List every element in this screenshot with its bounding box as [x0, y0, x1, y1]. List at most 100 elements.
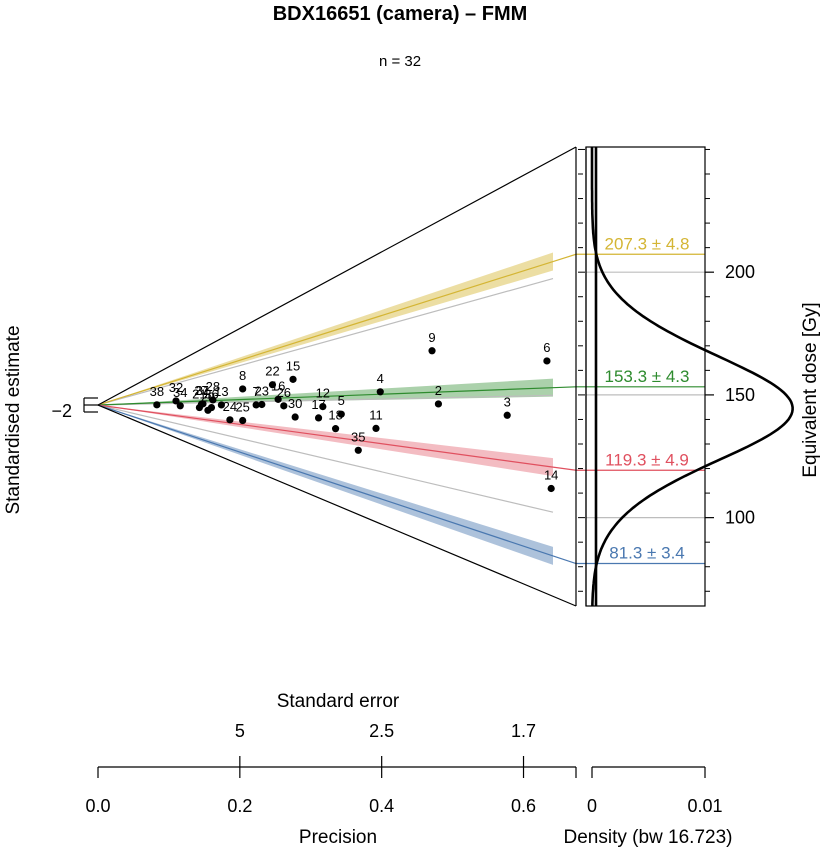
- point-marker: [291, 413, 299, 421]
- data-point-24: 24: [223, 399, 237, 424]
- component-line-3: [97, 404, 554, 557]
- data-point-22: 22: [265, 364, 280, 389]
- point-marker: [268, 381, 277, 389]
- data-points: 2345678911121314151617182021222324252627…: [150, 330, 558, 493]
- point-label: 12: [316, 386, 330, 401]
- point-marker: [153, 401, 161, 409]
- data-point-25: 25: [235, 400, 250, 425]
- density-box: [585, 146, 706, 607]
- point-marker: [209, 396, 217, 404]
- point-marker: [503, 411, 511, 419]
- component-line-0: [97, 260, 554, 406]
- data-point-12: 12: [316, 386, 330, 411]
- point-marker: [331, 425, 340, 433]
- se-tick-label-1: 2.5: [369, 721, 394, 741]
- point-label: 21: [192, 387, 206, 402]
- component-band-3: [98, 405, 553, 565]
- se-tick-label-0: 5: [235, 721, 245, 741]
- point-marker: [274, 395, 282, 403]
- density-line: [590, 147, 794, 606]
- point-label: 25: [235, 400, 249, 415]
- point-label: 38: [150, 384, 164, 399]
- point-marker: [289, 375, 297, 383]
- data-point-26: 26: [277, 385, 291, 410]
- data-point-30: 30: [288, 396, 302, 421]
- precision-tick-label-3: 0.6: [511, 796, 536, 816]
- point-label: 28: [206, 379, 220, 394]
- point-marker: [280, 402, 288, 410]
- data-point-28: 28: [206, 379, 220, 404]
- data-point-8: 8: [239, 368, 246, 393]
- grey-line-2: [97, 404, 554, 513]
- component-band-0: [98, 252, 553, 405]
- precision-tick-label-1: 0.2: [227, 796, 252, 816]
- point-label: 35: [351, 429, 365, 444]
- data-point-18: 18: [328, 408, 343, 433]
- point-label: 15: [286, 358, 300, 373]
- point-label: 31: [196, 383, 210, 398]
- point-label: 26: [277, 385, 291, 400]
- point-marker: [547, 484, 555, 493]
- point-marker: [252, 401, 260, 409]
- data-point-4: 4: [377, 371, 384, 396]
- precision-tick-label-0: 0.0: [85, 796, 110, 816]
- axis-ticks: 100 150 200 0.0 0.2 0.4 0.6 5 2.5 1.7 0 0.01: [85, 148, 755, 816]
- data-point-38: 38: [150, 384, 164, 409]
- point-marker: [434, 400, 443, 408]
- data-point-5: 5: [338, 393, 345, 418]
- point-label: 4: [377, 371, 384, 386]
- point-label: 36: [204, 387, 218, 402]
- point-label: 13: [214, 384, 228, 399]
- point-marker: [207, 403, 216, 412]
- component-label-0: 207.3 ± 4.8: [605, 234, 690, 253]
- data-point-17: 17: [311, 397, 326, 422]
- component-label-3: 81.3 ± 3.4: [609, 544, 685, 563]
- y-axis-title-left: Standardised estimate: [3, 325, 24, 514]
- point-marker: [372, 424, 380, 432]
- point-marker: [376, 388, 384, 396]
- point-label: 5: [338, 393, 345, 408]
- point-label: 9: [428, 330, 435, 345]
- point-label: 32: [169, 380, 183, 395]
- point-marker: [217, 401, 226, 409]
- data-point-9: 9: [428, 330, 436, 355]
- density-curve: [590, 147, 794, 606]
- point-label: 30: [288, 396, 302, 411]
- point-marker: [428, 347, 436, 355]
- component-band-2: [98, 405, 553, 477]
- point-label: 34: [173, 385, 187, 400]
- point-label: 2: [435, 383, 442, 398]
- component-label-1: 153.3 ± 4.3: [605, 367, 690, 386]
- se-axis-title: Standard error: [277, 691, 400, 712]
- data-point-34: 34: [173, 385, 188, 410]
- point-label: 7: [253, 384, 260, 399]
- data-point-23: 23: [255, 383, 269, 409]
- dose-tick-label-0: 100: [725, 508, 755, 528]
- data-point-7: 7: [253, 384, 260, 409]
- point-marker: [354, 446, 362, 454]
- point-label: 22: [265, 364, 279, 379]
- point-marker: [319, 403, 327, 411]
- data-point-15: 15: [286, 358, 300, 383]
- density-tick-label-1: 0.01: [687, 796, 722, 816]
- left-tick-label: −2: [51, 401, 72, 421]
- point-marker: [337, 410, 345, 418]
- point-label: 6: [543, 340, 550, 355]
- data-point-36: 36: [204, 387, 219, 412]
- point-label: 24: [223, 399, 237, 414]
- data-point-2: 2: [435, 383, 442, 408]
- point-label: 18: [328, 408, 342, 423]
- point-marker: [314, 414, 323, 422]
- point-label: 23: [255, 383, 269, 398]
- data-point-32: 32: [169, 380, 183, 405]
- point-marker: [199, 400, 207, 408]
- data-point-31: 31: [196, 383, 210, 408]
- data-point-3: 3: [504, 394, 511, 419]
- point-marker: [172, 397, 180, 405]
- chart-subtitle: n = 32: [379, 53, 421, 70]
- component-line-2: [97, 404, 554, 468]
- data-point-14: 14: [544, 468, 558, 493]
- point-marker: [226, 416, 234, 424]
- point-label: 8: [239, 368, 246, 383]
